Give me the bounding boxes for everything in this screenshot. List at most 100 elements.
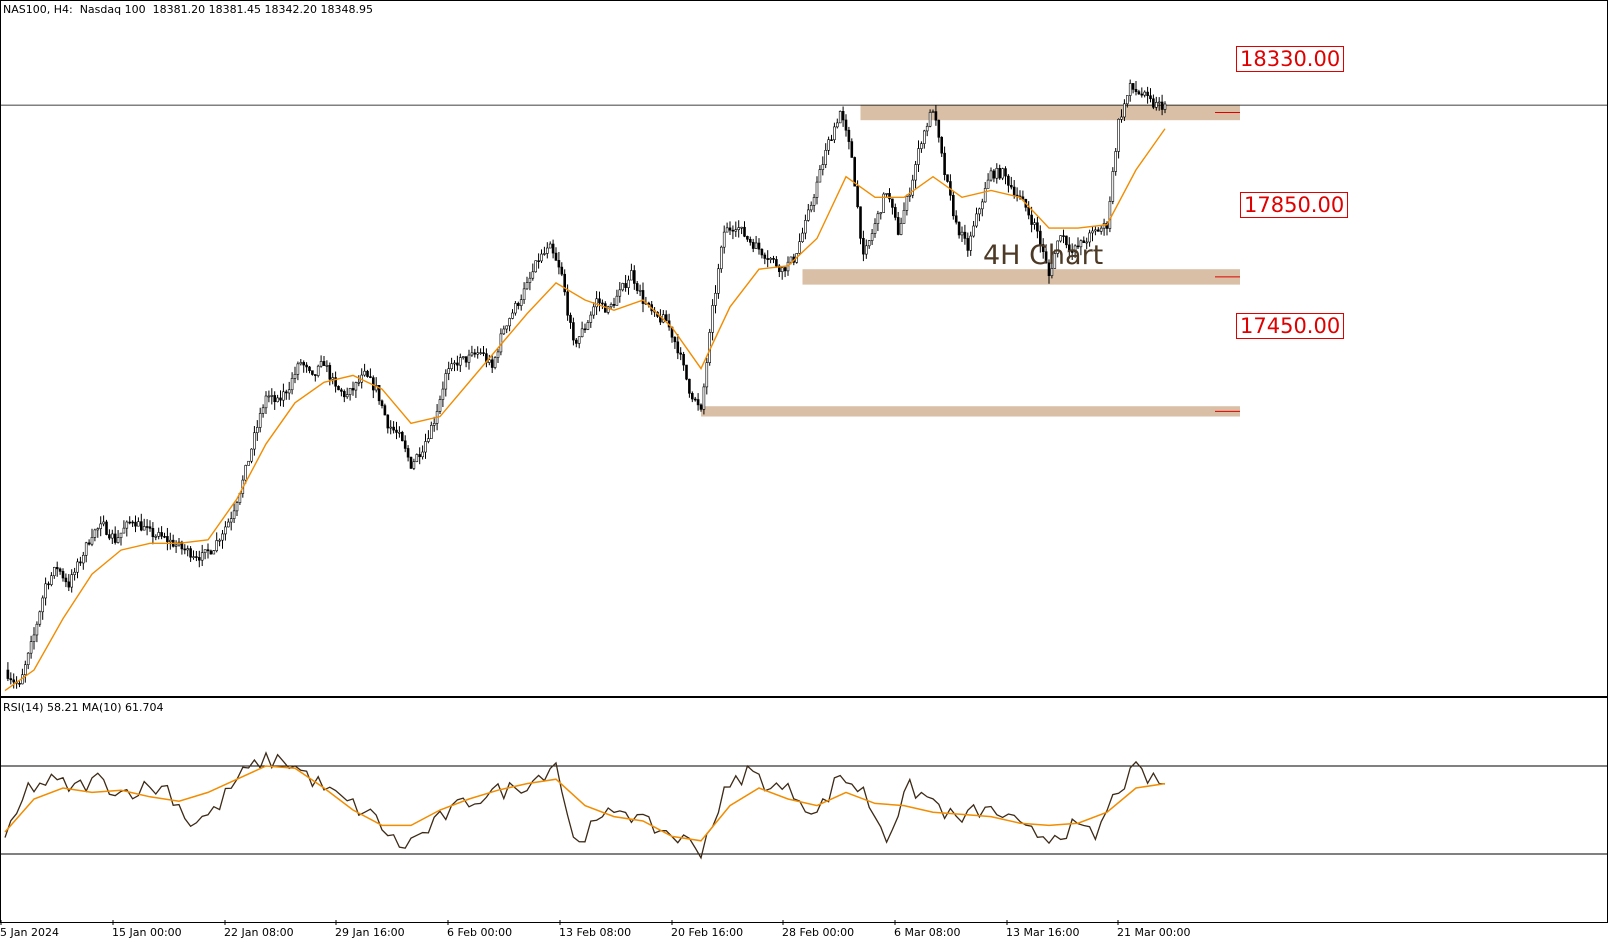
candle-body bbox=[598, 298, 601, 304]
candle-body bbox=[528, 277, 532, 283]
candle-body bbox=[229, 518, 233, 523]
candle-body bbox=[972, 225, 975, 237]
rsi-series-ma-10- bbox=[4, 765, 1166, 842]
candle-body bbox=[354, 382, 358, 391]
candle-body bbox=[322, 361, 326, 366]
candle-body bbox=[427, 438, 430, 442]
candle-body bbox=[412, 461, 416, 469]
candle-body bbox=[769, 258, 772, 260]
candle-body bbox=[424, 441, 427, 453]
candle-body bbox=[888, 193, 891, 200]
candle-body bbox=[606, 306, 610, 313]
candle-body bbox=[151, 528, 155, 538]
candle-body bbox=[464, 356, 468, 363]
candle-body bbox=[61, 571, 65, 579]
candle-body bbox=[693, 398, 697, 401]
candle-body bbox=[595, 298, 598, 308]
candle-body bbox=[917, 148, 920, 165]
candle-body bbox=[12, 679, 15, 683]
candle-body bbox=[447, 368, 451, 374]
candle-body bbox=[714, 293, 717, 306]
candle-body bbox=[1149, 95, 1152, 100]
candle-body bbox=[856, 185, 859, 208]
candle-body bbox=[983, 188, 987, 203]
candle-body bbox=[586, 322, 590, 330]
x-tick-label: 15 Jan 00:00 bbox=[112, 926, 182, 939]
candle-body bbox=[731, 229, 735, 232]
candle-body bbox=[87, 542, 91, 545]
candle-body bbox=[287, 389, 291, 394]
candle-body bbox=[719, 246, 723, 270]
candle-body bbox=[174, 544, 178, 547]
candle-body bbox=[305, 364, 308, 368]
candle-body bbox=[1085, 241, 1088, 244]
candle-body bbox=[108, 534, 111, 539]
candle-body bbox=[456, 362, 459, 366]
candle-body bbox=[105, 521, 108, 535]
candle-body bbox=[514, 303, 517, 314]
candle-body bbox=[830, 139, 833, 141]
candle-body bbox=[26, 652, 30, 666]
candle-body bbox=[859, 206, 862, 239]
candle-body bbox=[302, 362, 306, 366]
candle-body bbox=[618, 289, 622, 297]
candle-body bbox=[41, 597, 45, 613]
candle-body bbox=[1047, 262, 1051, 276]
candle-body bbox=[154, 536, 158, 538]
candle-body bbox=[960, 231, 964, 236]
candle-body bbox=[821, 164, 825, 170]
candle-body bbox=[705, 362, 709, 388]
candle-body bbox=[612, 304, 616, 306]
candle-body bbox=[748, 238, 752, 243]
candle-body bbox=[1091, 230, 1094, 234]
rsi-header: RSI(14) 58.21 MA(10) 61.704 bbox=[3, 701, 164, 714]
rsi-series-rsi-14- bbox=[4, 751, 1166, 860]
candle-body bbox=[609, 304, 613, 308]
candle-body bbox=[345, 394, 349, 398]
candle-body bbox=[90, 537, 94, 545]
candle-body bbox=[206, 549, 210, 552]
candle-body bbox=[1030, 214, 1033, 225]
candle-body bbox=[1155, 102, 1158, 108]
candle-body bbox=[1059, 235, 1062, 242]
zone-18330.00 bbox=[860, 104, 1240, 121]
candle-body bbox=[76, 561, 79, 573]
candle-body bbox=[441, 388, 445, 400]
candle-body bbox=[79, 561, 82, 564]
candle-body bbox=[50, 575, 53, 585]
candle-body bbox=[128, 521, 131, 524]
candle-body bbox=[325, 365, 329, 367]
candle-body bbox=[232, 510, 236, 519]
candle-body bbox=[940, 137, 944, 154]
candle-body bbox=[780, 267, 784, 273]
candle-body bbox=[740, 226, 743, 229]
candle-body bbox=[989, 170, 993, 181]
chart-annotation: 4H Chart bbox=[983, 240, 1104, 271]
candle-body bbox=[621, 283, 625, 291]
candle-body bbox=[911, 179, 915, 196]
candle-body bbox=[1039, 230, 1042, 245]
candle-body bbox=[328, 365, 332, 380]
candle-body bbox=[386, 414, 390, 429]
candle-body bbox=[169, 539, 172, 543]
candle-body bbox=[82, 554, 85, 564]
candle-body bbox=[870, 233, 874, 241]
candle-body bbox=[920, 143, 923, 149]
candle-body bbox=[1157, 101, 1161, 104]
candle-body bbox=[1056, 240, 1059, 254]
candle-body bbox=[137, 521, 140, 527]
candle-body bbox=[1076, 245, 1080, 248]
x-tick-label: 22 Jan 08:00 bbox=[224, 926, 294, 939]
candle-body bbox=[905, 196, 909, 211]
candle-body bbox=[227, 521, 230, 528]
candle-body bbox=[409, 456, 413, 469]
candle-body bbox=[980, 201, 984, 210]
candle-body bbox=[308, 366, 311, 371]
candle-body bbox=[682, 353, 685, 366]
candle-body bbox=[186, 548, 189, 551]
candle-body bbox=[93, 529, 97, 538]
candle-body bbox=[131, 521, 134, 524]
candle-body bbox=[35, 623, 39, 636]
candle-body bbox=[540, 253, 543, 262]
candle-body bbox=[992, 170, 996, 179]
